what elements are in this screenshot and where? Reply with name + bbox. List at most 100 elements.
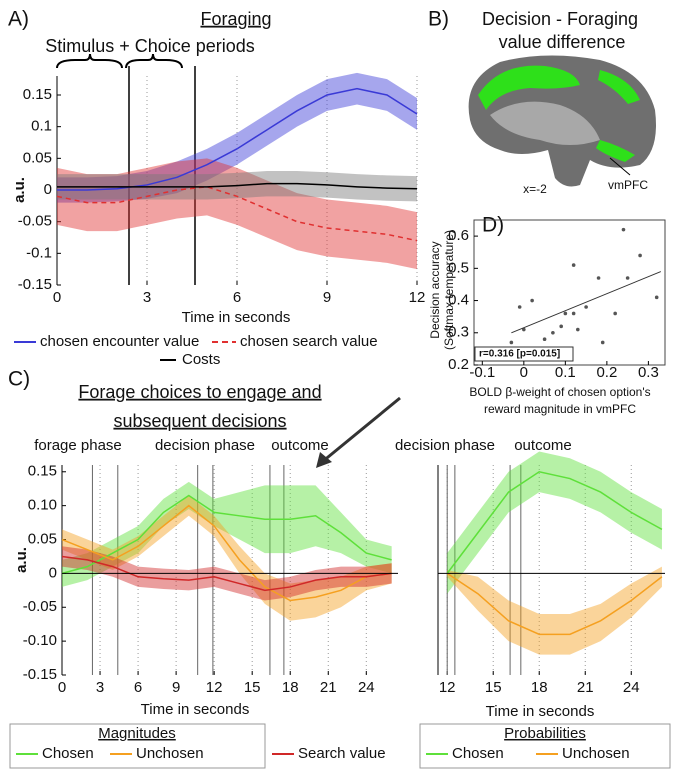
y-tick-label: 0: [49, 564, 57, 581]
x-tick-label: 0.3: [638, 364, 659, 381]
y-tick-label: -0.15: [23, 666, 57, 683]
data-point: [571, 263, 576, 267]
y-tick-label: -0.10: [23, 632, 57, 649]
y-tick-label: -0.05: [23, 598, 57, 615]
series-line: [56, 186, 418, 242]
annotation: outcome: [271, 437, 329, 454]
data-point: [576, 327, 580, 332]
data-point: [563, 311, 568, 316]
x-axis-label: BOLD β-weight of chosen option's: [469, 385, 650, 399]
y-tick-label: 0: [44, 181, 52, 198]
legend-label: Chosen: [452, 745, 504, 762]
x-tick-label: 21: [577, 679, 594, 696]
legend-box: [419, 723, 671, 769]
annotation: r=0.316 [p=0.015]: [479, 349, 560, 360]
panel-title: Decision - Foraging: [482, 9, 638, 29]
legend-label: Chosen: [42, 745, 94, 762]
panel-title: value difference: [499, 32, 626, 52]
y-tick-label: 0.6: [448, 227, 469, 244]
annotation: outcome: [514, 437, 572, 454]
y-tick-label: 0.05: [23, 149, 52, 166]
plot-frame: [473, 219, 666, 366]
x-tick-label: 0: [53, 289, 61, 306]
y-axis-label: a.u.: [13, 547, 30, 573]
x-tick-label: 18: [531, 679, 548, 696]
x-tick-label: 3: [143, 289, 151, 306]
y-tick-label: -0.1: [26, 244, 52, 261]
y-tick-label: 0.2: [448, 356, 469, 373]
legend-title: Probabilities: [504, 725, 586, 742]
data-point: [600, 340, 605, 345]
confidence-band: [447, 566, 662, 655]
data-point: [542, 337, 547, 342]
data-point: [517, 305, 522, 309]
legend-label: chosen search value: [240, 333, 378, 350]
x-tick-label: 24: [623, 679, 640, 696]
x-tick-label: 12: [409, 289, 426, 306]
series-line: [61, 555, 392, 592]
y-axis-label: a.u.: [11, 177, 28, 203]
brace: [56, 53, 183, 69]
y-axis-label: (Softmax temperature): [442, 230, 456, 350]
series-line: [57, 182, 418, 190]
data-point: [530, 298, 534, 303]
legend-label: Unchosen: [562, 745, 630, 762]
legend-label: chosen encounter value: [40, 333, 199, 350]
series-line: [446, 470, 663, 574]
data-point: [654, 295, 659, 300]
x-tick-label: 9: [323, 289, 331, 306]
annotation: Stimulus + Choice periods: [45, 36, 255, 56]
data-point: [509, 340, 514, 345]
brain-image: [468, 55, 656, 187]
x-tick-label: 15: [244, 679, 261, 696]
y-tick-label: 0.3: [448, 324, 469, 341]
x-axis-label: Time in seconds: [141, 701, 250, 718]
annotation: decision phase: [155, 437, 255, 454]
chart-title: Forage choices to engage and: [78, 382, 321, 402]
legend-label: Costs: [182, 351, 220, 368]
y-tick-label: 0.1: [31, 118, 52, 135]
chart-title: subsequent decisions: [113, 411, 286, 431]
data-point: [522, 327, 526, 332]
legend-label: Unchosen: [136, 745, 204, 762]
data-point: [596, 276, 601, 280]
x-tick-label: 24: [358, 679, 375, 696]
data-point: [625, 276, 630, 280]
y-tick-label: 0.15: [28, 463, 57, 480]
confidence-band: [57, 158, 417, 270]
y-tick-label: -0.15: [18, 276, 52, 293]
y-tick-label: 0.5: [448, 259, 469, 276]
fit-line: [511, 271, 662, 334]
annotation: decision phase: [395, 437, 495, 454]
x-tick-label: 6: [134, 679, 142, 696]
panel-label: C): [8, 368, 30, 391]
x-tick-label: 12: [206, 679, 223, 696]
y-tick-label: 0.10: [28, 497, 57, 514]
x-axis-label: reward magnitude in vmPFC: [484, 402, 636, 416]
x-tick-label: 9: [172, 679, 180, 696]
data-point: [613, 311, 617, 316]
data-point: [638, 253, 642, 258]
x-tick-label: 15: [485, 679, 502, 696]
region-label: vmPFC: [608, 178, 648, 192]
arrow-head: [316, 452, 332, 468]
legend-box: [9, 723, 266, 769]
x-tick-label: 12: [439, 679, 456, 696]
data-point: [559, 324, 563, 329]
x-tick-label: 3: [96, 679, 104, 696]
x-tick-label: 0: [520, 364, 528, 381]
y-tick-label: 0.15: [23, 86, 52, 103]
legend-title: Magnitudes: [98, 725, 176, 742]
series-line: [57, 87, 418, 191]
confidence-band: [62, 481, 392, 587]
y-tick-label: 0.05: [28, 530, 57, 547]
series-line: [61, 494, 392, 575]
y-tick-label: 0.4: [448, 292, 469, 309]
x-tick-label: 0.2: [596, 364, 617, 381]
panel-label: A): [8, 8, 29, 31]
slice-label: x=-2: [523, 182, 547, 196]
x-tick-label: 18: [282, 679, 299, 696]
chart-title: Foraging: [200, 9, 271, 29]
